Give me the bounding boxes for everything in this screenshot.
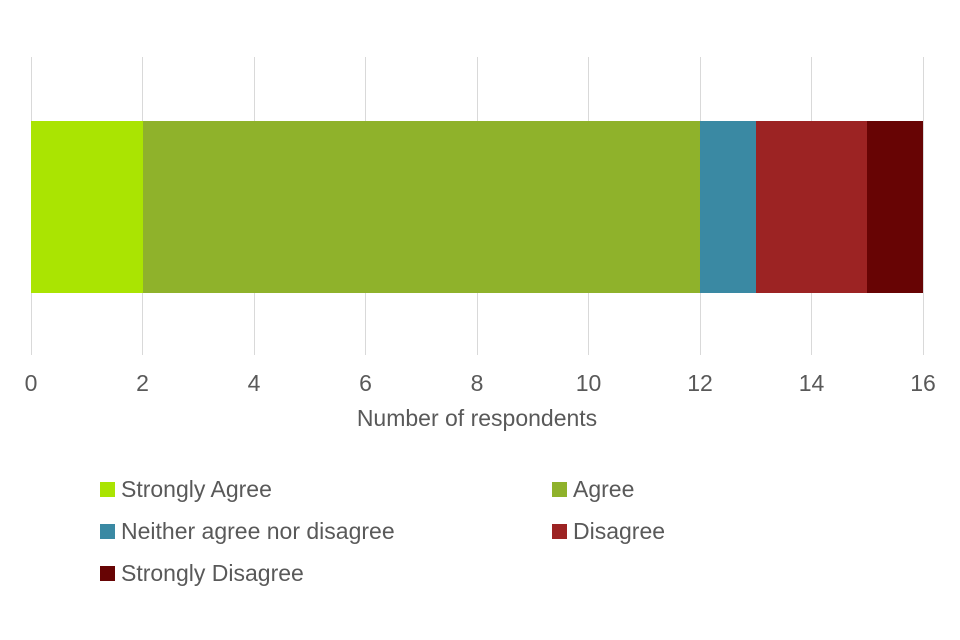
bar-segment-strongly-disagree — [867, 121, 923, 293]
legend-swatch-icon — [100, 565, 115, 581]
bar-segment-neither-agree-nor-disagree — [700, 121, 756, 293]
legend-item-agree: Agree — [552, 475, 900, 502]
stacked-bar — [31, 121, 923, 293]
legend-item-disagree: Disagree — [552, 517, 900, 544]
legend-item-strongly-disagree: Strongly Disagree — [100, 559, 552, 586]
legend-label: Agree — [573, 475, 635, 502]
plot-area — [30, 57, 924, 355]
legend-label: Neither agree nor disagree — [121, 517, 395, 544]
legend-label: Strongly Agree — [121, 475, 272, 502]
x-tick-label-14: 14 — [798, 370, 825, 396]
legend-swatch-icon — [100, 481, 115, 497]
x-tick-label-0: 0 — [24, 370, 38, 396]
legend-swatch-icon — [100, 523, 115, 539]
x-tick-label-8: 8 — [470, 370, 484, 396]
gridline-x-16 — [922, 57, 924, 355]
x-tick-label-10: 10 — [575, 370, 602, 396]
x-tick-label-12: 12 — [687, 370, 713, 396]
bar-segment-strongly-agree — [31, 121, 143, 293]
legend-item-neither-agree-nor-disagree: Neither agree nor disagree — [100, 517, 552, 544]
x-tick-label-16: 16 — [910, 370, 936, 396]
x-axis-tick-labels: 0 2 4 6 8 10 12 14 16 — [25, 370, 936, 398]
x-tick-label-4: 4 — [247, 370, 261, 396]
bar-segment-disagree — [755, 121, 868, 293]
legend-swatch-icon — [552, 481, 567, 497]
legend-label: Disagree — [573, 517, 666, 544]
bar-segment-agree — [142, 121, 700, 293]
legend-swatch-icon — [552, 523, 567, 539]
x-tick-label-6: 6 — [359, 370, 372, 396]
legend-item-strongly-agree: Strongly Agree — [100, 475, 552, 502]
x-tick-label-2: 2 — [136, 370, 149, 396]
legend: Strongly Agree Agree Neither agree nor dis… — [100, 475, 900, 586]
x-axis-title: Number of respondents — [356, 405, 598, 431]
legend-label: Strongly Disagree — [121, 559, 304, 586]
